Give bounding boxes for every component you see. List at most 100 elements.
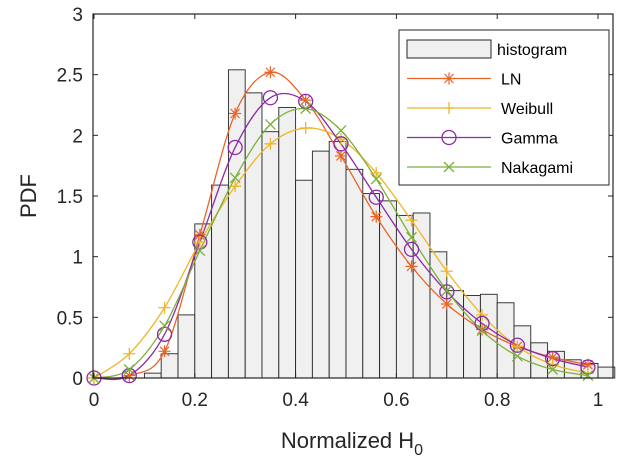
marker-gamma-shape xyxy=(580,359,596,375)
marker-nakagami-shape xyxy=(547,364,559,375)
marker-gamma xyxy=(439,284,455,300)
legend-marker-ln-shape xyxy=(443,72,455,85)
marker-nakagami xyxy=(159,320,171,332)
marker-ln xyxy=(158,345,171,358)
marker-gamma-shape xyxy=(192,234,208,250)
marker-weibull-shape xyxy=(193,236,206,249)
marker-gamma-shape xyxy=(121,367,137,384)
marker-nakagami-shape xyxy=(300,103,312,115)
marker-ln-shape xyxy=(546,351,559,364)
marker-weibull xyxy=(476,308,489,321)
legend-marker-weibull xyxy=(443,102,455,114)
marker-weibull xyxy=(229,180,242,193)
marker-weibull xyxy=(405,214,418,227)
marker-gamma-shape xyxy=(509,337,526,353)
legend-entries: histogram LN Weibull Gamma Nakagami xyxy=(406,39,573,177)
marker-weibull xyxy=(440,265,453,278)
histogram-bar xyxy=(597,366,616,379)
marker-nakagami-shape xyxy=(441,285,453,297)
marker-weibull xyxy=(299,122,312,135)
marker-nakagami xyxy=(370,173,382,185)
marker-nakagami xyxy=(335,125,347,136)
marker-ln-shape xyxy=(299,94,312,107)
y-tick-label: 2 xyxy=(72,126,83,147)
marker-gamma-shape xyxy=(227,139,243,156)
x-tick-label: 1 xyxy=(593,390,604,411)
marker-weibull xyxy=(158,301,171,314)
legend-label-histogram: histogram xyxy=(497,42,567,59)
fit-markers xyxy=(86,66,596,386)
x-axis-title-subscript: 0 xyxy=(414,442,423,459)
marker-nakagami-shape xyxy=(264,118,276,130)
legend-label-weibull: Weibull xyxy=(501,101,553,118)
histogram-bar xyxy=(177,314,196,379)
x-tick-label: 0.8 xyxy=(484,390,510,411)
marker-weibull-shape xyxy=(405,214,418,227)
marker-nakagami-shape xyxy=(159,320,171,332)
legend-label-gamma: Gamma xyxy=(501,131,558,148)
marker-weibull xyxy=(264,137,277,150)
legend-label-nakagami: Nakagami xyxy=(501,160,573,177)
y-tick-label: 1.5 xyxy=(57,187,83,208)
marker-ln xyxy=(264,66,277,79)
marker-gamma xyxy=(333,136,349,152)
y-tick-label: 0.5 xyxy=(57,308,83,329)
marker-ln xyxy=(123,369,136,382)
marker-ln-shape xyxy=(334,149,347,162)
histogram-bar xyxy=(412,212,431,379)
marker-gamma-shape xyxy=(439,284,455,300)
axis-tick-labels: 0 0.2 0.4 0.6 0.8 1 0 0.5 1 1.5 2 2.5 3 xyxy=(57,5,604,411)
marker-nakagami-shape xyxy=(229,172,241,184)
marker-ln xyxy=(546,351,559,364)
marker-ln-shape xyxy=(405,260,418,273)
histogram-bar xyxy=(261,131,280,379)
histogram-bar xyxy=(328,140,347,379)
marker-gamma-shape xyxy=(368,189,384,205)
marker-nakagami xyxy=(264,118,276,130)
y-tick-label: 0 xyxy=(72,369,83,390)
plot-area xyxy=(86,66,616,386)
marker-ln xyxy=(476,323,489,336)
histogram-bar xyxy=(463,295,481,379)
marker-gamma xyxy=(156,326,173,342)
marker-gamma-shape xyxy=(544,350,561,367)
marker-nakagami xyxy=(406,231,417,243)
marker-gamma-shape xyxy=(156,326,173,342)
legend-label-ln: LN xyxy=(501,72,521,89)
marker-ln-shape xyxy=(476,323,489,336)
marker-ln xyxy=(405,260,418,273)
marker-gamma xyxy=(403,241,420,258)
marker-gamma xyxy=(121,367,137,384)
marker-ln-shape xyxy=(581,358,594,371)
histogram-bar xyxy=(160,353,179,379)
marker-nakagami-shape xyxy=(123,364,135,375)
marker-weibull-shape xyxy=(264,137,277,150)
marker-weibull-shape xyxy=(511,340,524,353)
legend-marker-gamma-shape xyxy=(441,129,457,146)
y-tick-label: 1 xyxy=(72,248,83,269)
marker-nakagami xyxy=(194,245,206,257)
marker-nakagami-shape xyxy=(370,173,382,185)
marker-weibull-shape xyxy=(370,166,383,179)
marker-nakagami xyxy=(123,364,135,375)
marker-ln xyxy=(229,107,242,120)
marker-weibull-shape xyxy=(158,301,171,314)
marker-nakagami xyxy=(476,325,488,337)
x-tick-label: 0 xyxy=(89,390,100,411)
y-axis-title: PDF xyxy=(16,174,41,218)
marker-gamma-shape xyxy=(403,241,420,258)
marker-gamma xyxy=(509,337,526,353)
marker-gamma xyxy=(227,139,243,156)
legend-marker-nakagami-shape xyxy=(443,161,455,173)
marker-ln xyxy=(299,94,312,107)
marker-weibull-shape xyxy=(229,180,242,193)
marker-ln xyxy=(440,297,453,310)
marker-weibull xyxy=(193,236,206,249)
histogram-bar xyxy=(295,179,313,379)
x-tick-label: 0.4 xyxy=(282,390,309,411)
marker-weibull-shape xyxy=(299,122,312,135)
marker-weibull-shape xyxy=(440,265,453,278)
marker-ln-shape xyxy=(370,210,383,223)
marker-nakagami-shape xyxy=(335,125,347,136)
